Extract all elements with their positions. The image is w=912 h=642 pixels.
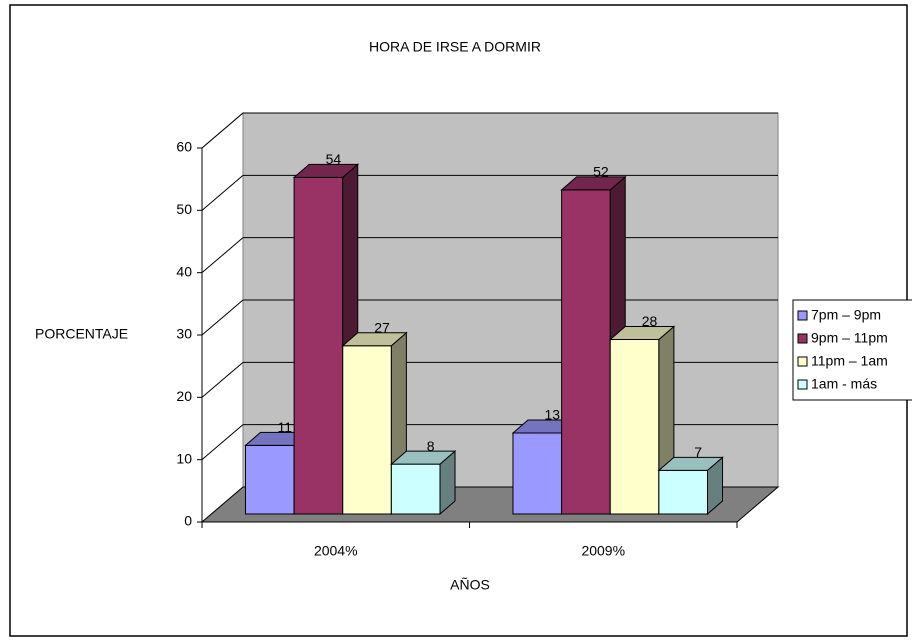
y-tick-label: 30 [176,326,192,342]
grid-line [201,361,244,398]
y-axis-label: PORCENTAJE [35,326,128,342]
bar-front [390,463,441,515]
bar-front [342,345,392,515]
bar-top [390,450,457,465]
legend-label: 1am - más [811,376,877,392]
bar-front [244,444,295,515]
bar-top [292,163,360,178]
chart-title: HORA DE IRSE A DORMIR [369,39,541,55]
legend-swatch [797,379,808,390]
data-label: 27 [374,319,390,335]
bar-front [561,189,611,515]
grid-line [201,174,244,211]
y-tick-label: 60 [176,139,192,155]
bar [390,450,457,516]
x-tick-label: 2009% [581,543,625,559]
bar-front [512,432,563,515]
bar [657,456,724,516]
bar-top [657,456,724,471]
legend-box [792,299,912,401]
data-label: 52 [593,164,609,180]
legend-label: 9pm – 11pm [811,330,888,346]
bar [608,325,676,516]
bar [292,163,360,516]
y-tick-label: 40 [176,263,192,279]
bar-top [341,332,408,347]
y-tick-label: 0 [184,513,192,529]
legend-label: 7pm – 9pm [811,307,881,323]
data-label: 13 [545,407,561,423]
bar-front [609,338,660,515]
legend-swatch [797,333,808,344]
x-axis-label: AÑOS [450,577,490,593]
bar-top [608,325,676,340]
data-label: 54 [326,151,342,167]
data-label: 8 [427,438,435,454]
legend-swatch [797,356,808,367]
legend-swatch [797,310,808,321]
grid-line [201,424,244,461]
data-label: 7 [694,444,702,460]
data-label: 28 [642,313,658,329]
data-label: 11 [278,419,293,435]
grid-line [201,112,244,149]
x-tick-label: 2004% [314,543,358,559]
grid-line [201,237,244,274]
bar-front [658,469,709,515]
bar-front [293,176,344,515]
bar-top [560,176,627,191]
grid-line [201,299,244,336]
y-tick-label: 10 [176,450,192,466]
y-tick-label: 50 [176,201,192,217]
legend-label: 11pm – 1am [811,353,888,369]
y-tick-label: 20 [176,388,192,404]
